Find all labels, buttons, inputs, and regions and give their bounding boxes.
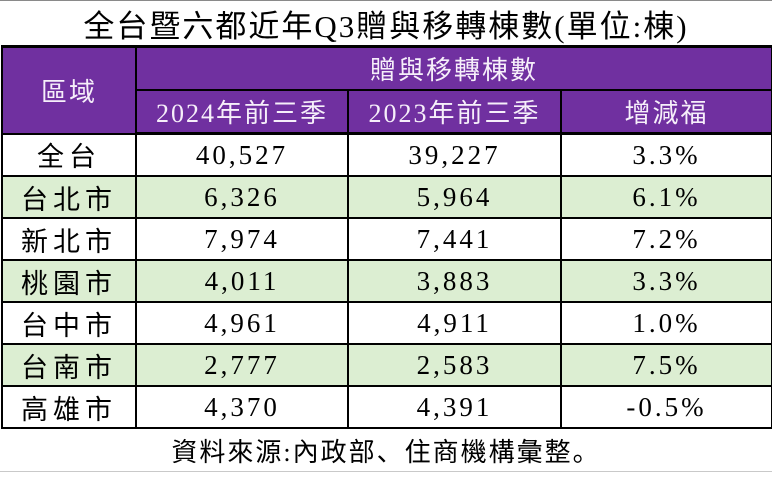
table-row: 台南市 2,777 2,583 7.5% [1, 343, 772, 387]
value-2024-cell: 7,974 [135, 217, 349, 261]
change-cell: 7.2% [560, 217, 772, 261]
value-2023-cell: 2,583 [347, 343, 562, 387]
region-cell: 台南市 [1, 343, 137, 387]
change-cell: 6.1% [560, 175, 772, 219]
value-2023-cell: 39,227 [347, 132, 562, 177]
source-note: 資料來源:內政部、住商機構彙整。 [0, 429, 772, 472]
value-2023-cell: 3,883 [347, 259, 562, 303]
region-cell: 新北市 [1, 217, 137, 261]
change-cell: 7.5% [560, 343, 772, 387]
change-cell: -0.5% [560, 385, 772, 429]
table-row: 台中市 4,961 4,911 1.0% [1, 301, 772, 345]
value-2024-cell: 4,011 [135, 259, 349, 303]
header-region: 區域 [1, 45, 137, 135]
region-cell: 台中市 [1, 301, 137, 345]
change-cell: 3.3% [560, 259, 772, 303]
data-table: 區域 贈與移轉棟數 2024年前三季 2023年前三季 增減福 全台 40,52… [1, 45, 772, 429]
region-cell: 全台 [1, 132, 137, 177]
value-2024-cell: 4,370 [135, 385, 349, 429]
table-row: 桃園市 4,011 3,883 3.3% [1, 259, 772, 303]
table-row: 高雄市 4,370 4,391 -0.5% [1, 385, 772, 429]
header-col-2024: 2024年前三季 [135, 89, 349, 135]
table-row: 全台 40,527 39,227 3.3% [1, 132, 772, 177]
header-col-2023: 2023年前三季 [347, 89, 562, 135]
page-title: 全台暨六都近年Q3贈與移轉棟數(單位:棟) [83, 8, 689, 44]
value-2024-cell: 4,961 [135, 301, 349, 345]
table-row: 新北市 7,974 7,441 7.2% [1, 217, 772, 261]
table-row: 台北市 6,326 5,964 6.1% [1, 175, 772, 219]
header-row-group: 區域 贈與移轉棟數 [1, 45, 772, 135]
value-2023-cell: 5,964 [347, 175, 562, 219]
header-group: 贈與移轉棟數 [135, 45, 772, 91]
change-cell: 3.3% [560, 132, 772, 177]
value-2023-cell: 7,441 [347, 217, 562, 261]
table-header: 區域 贈與移轉棟數 2024年前三季 2023年前三季 增減福 [1, 45, 772, 135]
change-cell: 1.0% [560, 301, 772, 345]
region-cell: 桃園市 [1, 259, 137, 303]
value-2024-cell: 2,777 [135, 343, 349, 387]
header-col-change: 增減福 [560, 89, 772, 135]
header-row-columns: 2024年前三季 2023年前三季 增減福 [2, 89, 772, 135]
value-2024-cell: 6,326 [135, 175, 349, 219]
region-cell: 高雄市 [1, 385, 137, 429]
value-2024-cell: 40,527 [135, 132, 349, 177]
value-2023-cell: 4,911 [347, 301, 562, 345]
table-body: 全台 40,527 39,227 3.3% 台北市 6,326 5,964 6.… [1, 132, 772, 429]
value-2023-cell: 4,391 [347, 385, 562, 429]
region-cell: 台北市 [1, 175, 137, 219]
